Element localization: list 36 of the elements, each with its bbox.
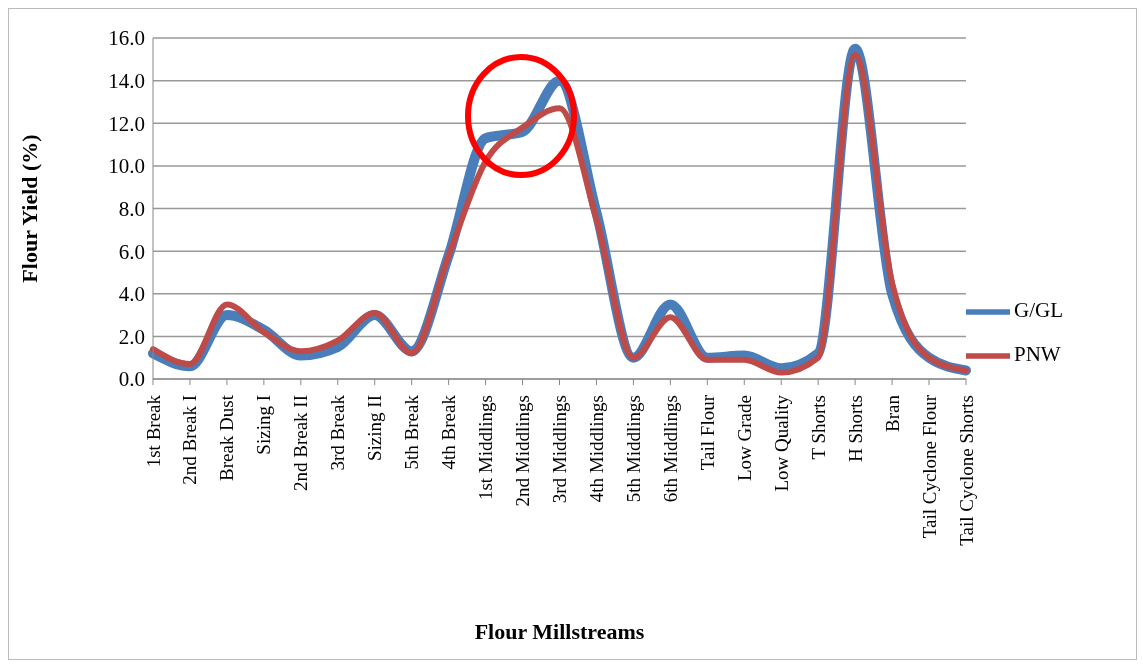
x-tick-label: 1st Break <box>142 394 164 468</box>
x-tick-label: 3rd Break <box>327 394 349 471</box>
x-tick-label: Low Quality <box>770 394 792 492</box>
x-tick-label: Break Dust <box>216 394 238 482</box>
x-tick-label: 2nd Middlings <box>512 395 534 507</box>
x-tick-label: 6th Middlings <box>659 395 681 503</box>
y-tick-label: 4.0 <box>118 282 145 307</box>
y-tick-label: 8.0 <box>118 196 145 221</box>
y-tick-label: 6.0 <box>118 239 145 264</box>
x-tick-label: 3rd Middlings <box>549 395 570 504</box>
x-tick-label: Sizing I <box>253 395 275 455</box>
x-tick-label: 4th Middlings <box>585 395 607 503</box>
x-tick-label: Tail Flour <box>696 394 718 471</box>
y-tick-label: 2.0 <box>118 324 145 349</box>
x-tick-label: Tail Cyclone Flour <box>918 394 940 539</box>
x-tick-label: 2nd Break II <box>290 395 312 492</box>
x-tick-label: Bran <box>881 394 903 432</box>
x-tick-label: Sizing II <box>364 395 386 461</box>
legend-label: PNW <box>1014 341 1061 366</box>
y-tick-label: 12.0 <box>108 111 145 136</box>
y-tick-label: 16.0 <box>108 26 145 51</box>
x-tick-label: H Shorts <box>844 395 866 463</box>
x-tick-label: Tail Cyclone Shorts <box>955 395 977 546</box>
x-tick-label: 5th Break <box>401 394 423 470</box>
legend-label: G/GL <box>1014 297 1063 322</box>
x-tick-label: Low Grade <box>733 395 755 481</box>
x-tick-label: 4th Break <box>438 394 460 470</box>
x-tick-label: 1st Middlings <box>475 395 497 501</box>
x-tick-label: 5th Middlings <box>622 395 644 503</box>
y-tick-label: 10.0 <box>108 154 145 179</box>
y-axis-title: Flour Yield (%) <box>16 134 42 283</box>
x-axis-title: Flour Millstreams <box>474 619 645 644</box>
y-tick-label: 14.0 <box>108 69 145 94</box>
x-tick-label: T Shorts <box>807 395 829 460</box>
y-tick-label: 0.0 <box>118 367 145 392</box>
x-tick-label: 2nd Break I <box>179 395 201 485</box>
